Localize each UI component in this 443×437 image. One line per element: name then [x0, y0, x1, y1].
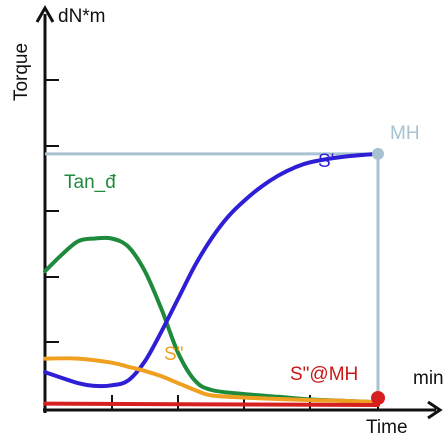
- y-axis-arrow: [35, 4, 55, 23]
- series-label-s-double-prime-at-mh: S"@MH: [290, 364, 358, 385]
- y-axis-label: Torque: [11, 43, 32, 101]
- x-axis-arrow: [427, 400, 443, 420]
- end-point: [371, 391, 385, 405]
- series-group: [43, 151, 380, 407]
- x-axis-label: Time: [366, 417, 408, 437]
- series-line-s-prime: [43, 151, 380, 389]
- series-line-s-double-prime: [43, 356, 380, 405]
- y-unit-label: dN*m: [58, 6, 106, 27]
- series-line-s-double-prime-at-mh: [43, 401, 380, 407]
- axes: [35, 4, 443, 420]
- markers: [371, 147, 385, 405]
- mh-label: MH: [390, 123, 420, 144]
- mh-point: [372, 147, 384, 160]
- series-label-tan-delta: Tan_đ: [64, 172, 116, 193]
- series-label-s-prime: S': [318, 151, 334, 172]
- series-label-s-double-prime: S": [164, 344, 183, 365]
- mh-reference-lines: [45, 152, 380, 400]
- x-unit-label: min: [413, 368, 443, 389]
